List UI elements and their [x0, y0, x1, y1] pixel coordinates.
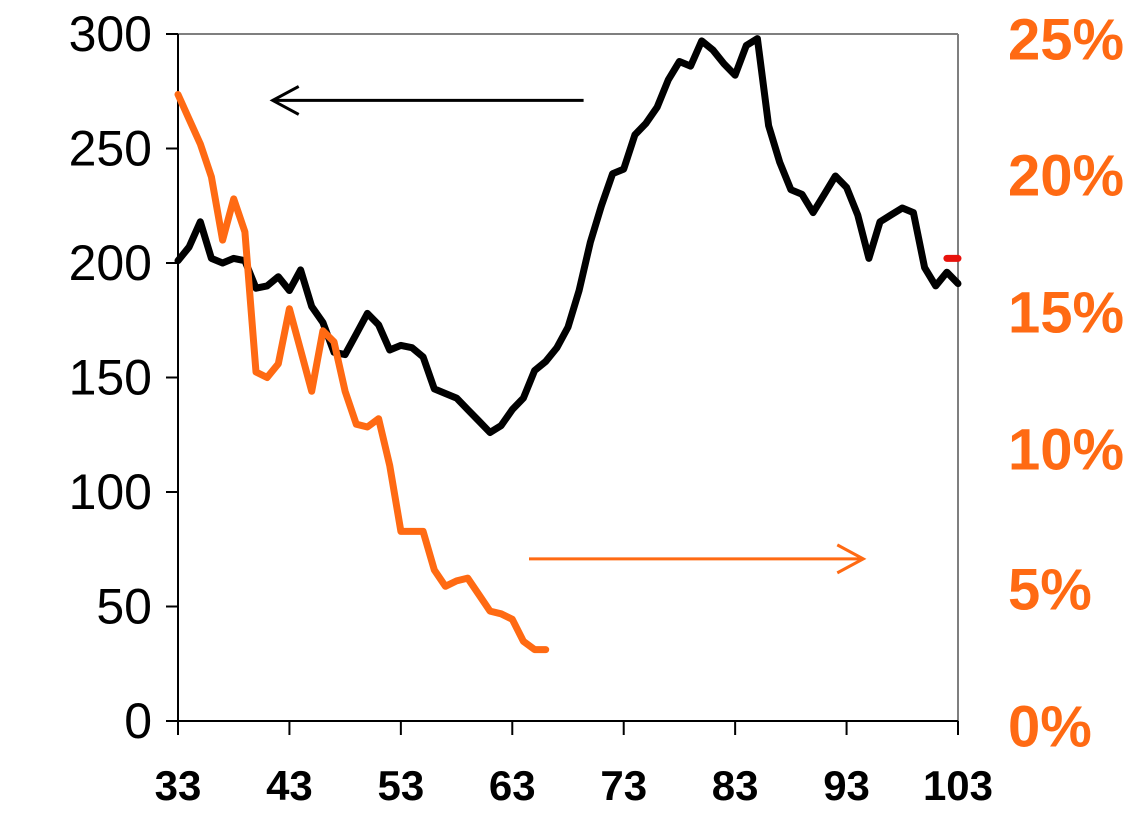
right-y-tick-label: 15%: [1008, 281, 1124, 346]
arrow-head: [269, 85, 300, 116]
right-axis-series-line: [174, 91, 550, 654]
x-tick-label: 73: [600, 762, 647, 809]
right-y-tick-label: 20%: [1008, 144, 1124, 209]
plot-axes: [166, 33, 959, 735]
series-lines: [174, 35, 962, 654]
right-y-tick-label: 0%: [1008, 695, 1092, 760]
left-pointing-arrow: [269, 85, 584, 116]
x-tick-label: 83: [712, 762, 759, 809]
left-y-tick-label: 200: [69, 235, 152, 291]
x-tick-label: 103: [923, 762, 993, 809]
left-y-tick-label: 250: [69, 121, 152, 177]
left-y-tick-label: 300: [69, 6, 152, 62]
left-y-tick-label: 150: [69, 350, 152, 406]
x-tick-label: 53: [377, 762, 424, 809]
left-axis-series-line: [174, 35, 962, 436]
tick-labels: 0 50 100 150 200 250 300 0% 5% 10% 15% 20% 25% 33 43 53…: [69, 6, 1125, 809]
right-y-tick-label: 5%: [1008, 558, 1092, 623]
left-y-tick-label: 50: [96, 579, 152, 635]
x-tick-label: 43: [266, 762, 313, 809]
x-tick-label: 63: [489, 762, 536, 809]
left-y-tick-label: 0: [124, 693, 152, 749]
right-pointing-arrow: [529, 543, 867, 575]
arrow-head: [836, 543, 867, 575]
left-y-tick-label: 100: [69, 464, 152, 520]
arrow-annotations: [269, 85, 867, 575]
right-y-tick-label: 25%: [1008, 8, 1124, 73]
x-tick-label: 33: [155, 762, 202, 809]
x-tick-label: 93: [823, 762, 870, 809]
right-y-tick-label: 10%: [1008, 418, 1124, 483]
